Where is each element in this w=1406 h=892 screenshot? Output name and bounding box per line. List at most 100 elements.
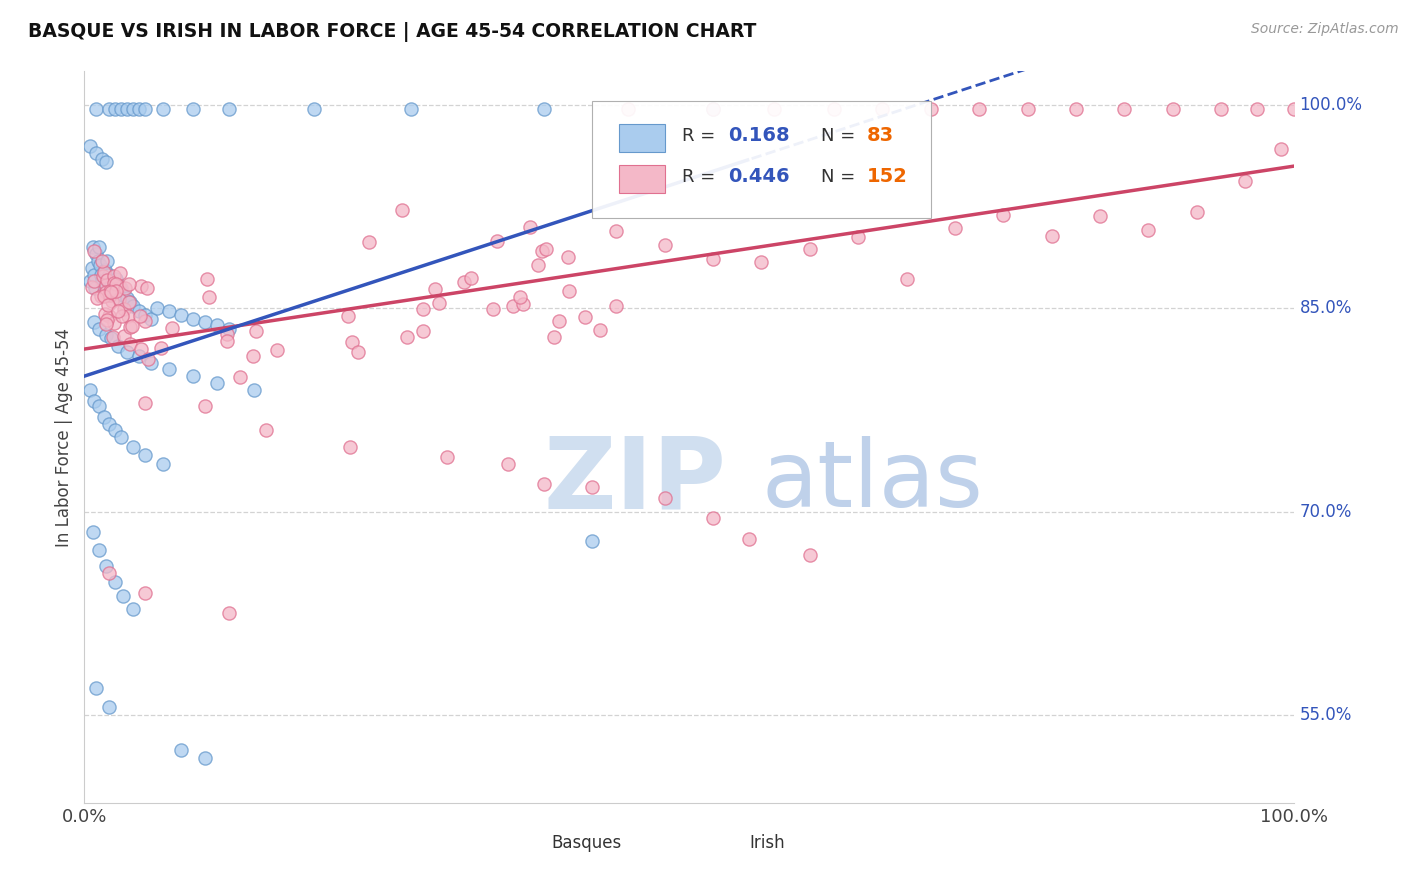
Point <box>412 324 434 338</box>
Point <box>96 313 118 327</box>
Point <box>527 258 550 272</box>
Point <box>94 306 117 320</box>
Y-axis label: In Labor Force | Age 45-54: In Labor Force | Age 45-54 <box>55 327 73 547</box>
Point <box>96 254 118 268</box>
Point <box>531 244 554 259</box>
Point <box>86 254 108 268</box>
Point <box>129 279 152 293</box>
FancyBboxPatch shape <box>592 101 931 218</box>
Point <box>302 103 325 117</box>
Point <box>496 457 519 471</box>
Point <box>129 309 152 323</box>
Point <box>110 430 132 444</box>
Point <box>86 292 108 306</box>
Point <box>82 524 104 539</box>
Point <box>605 224 627 238</box>
Point <box>87 399 110 413</box>
Point <box>229 370 252 384</box>
Point <box>79 139 101 153</box>
Point <box>87 322 110 336</box>
Point <box>543 330 565 344</box>
Point <box>702 103 724 117</box>
Point <box>94 155 117 169</box>
Point <box>738 532 761 546</box>
Point <box>1185 204 1208 219</box>
Point <box>128 103 150 117</box>
Point <box>111 309 134 323</box>
Point <box>198 290 221 304</box>
Point <box>136 281 159 295</box>
Point <box>134 396 156 410</box>
Point <box>97 309 120 323</box>
Point <box>87 240 110 254</box>
Point <box>762 103 785 117</box>
Point <box>617 103 640 117</box>
Point <box>160 321 183 335</box>
Point <box>104 574 127 589</box>
Point <box>90 289 112 303</box>
Point <box>399 103 422 117</box>
Point <box>519 220 541 235</box>
Point <box>112 302 135 317</box>
Point <box>207 318 229 332</box>
Point <box>110 103 132 117</box>
FancyBboxPatch shape <box>716 833 752 853</box>
Point <box>136 351 159 366</box>
Point <box>589 323 612 337</box>
Point <box>157 304 180 318</box>
Point <box>103 285 125 300</box>
Point <box>943 221 966 235</box>
Point <box>581 534 603 549</box>
Point <box>218 606 240 620</box>
Point <box>117 310 139 324</box>
Point <box>83 393 105 408</box>
Point <box>80 260 103 275</box>
Point <box>150 342 173 356</box>
FancyBboxPatch shape <box>522 833 558 853</box>
Point <box>110 266 132 280</box>
Point <box>90 268 112 282</box>
Point <box>120 337 142 351</box>
Point <box>86 681 108 695</box>
Point <box>129 342 152 356</box>
Point <box>101 294 124 309</box>
Point <box>846 230 869 244</box>
Point <box>654 491 676 505</box>
Point <box>98 285 121 299</box>
Point <box>93 265 115 279</box>
Point <box>558 285 581 299</box>
Point <box>86 247 108 261</box>
Point <box>1114 103 1136 117</box>
Point <box>84 281 107 295</box>
Point <box>121 602 143 616</box>
Point <box>100 277 122 291</box>
Point <box>103 283 125 297</box>
Text: ZIP: ZIP <box>544 433 727 530</box>
Point <box>1234 173 1257 187</box>
Point <box>751 255 773 269</box>
Point <box>339 440 361 454</box>
Point <box>104 285 127 299</box>
Point <box>181 103 204 117</box>
Point <box>502 299 524 313</box>
Point <box>139 355 162 369</box>
Point <box>139 312 162 326</box>
Point <box>105 277 128 292</box>
Point <box>242 383 264 397</box>
Point <box>967 103 990 117</box>
Point <box>91 274 114 288</box>
Point <box>654 237 676 252</box>
Point <box>115 344 138 359</box>
Point <box>83 273 105 287</box>
Text: 83: 83 <box>866 127 894 145</box>
FancyBboxPatch shape <box>619 165 665 193</box>
Point <box>460 271 482 285</box>
Point <box>799 242 821 256</box>
Point <box>90 253 112 268</box>
Point <box>118 320 141 334</box>
Text: N =: N = <box>821 168 860 186</box>
Point <box>702 252 724 267</box>
Text: BASQUE VS IRISH IN LABOR FORCE | AGE 45-54 CORRELATION CHART: BASQUE VS IRISH IN LABOR FORCE | AGE 45-… <box>28 22 756 42</box>
Point <box>97 566 120 580</box>
Point <box>194 315 217 329</box>
